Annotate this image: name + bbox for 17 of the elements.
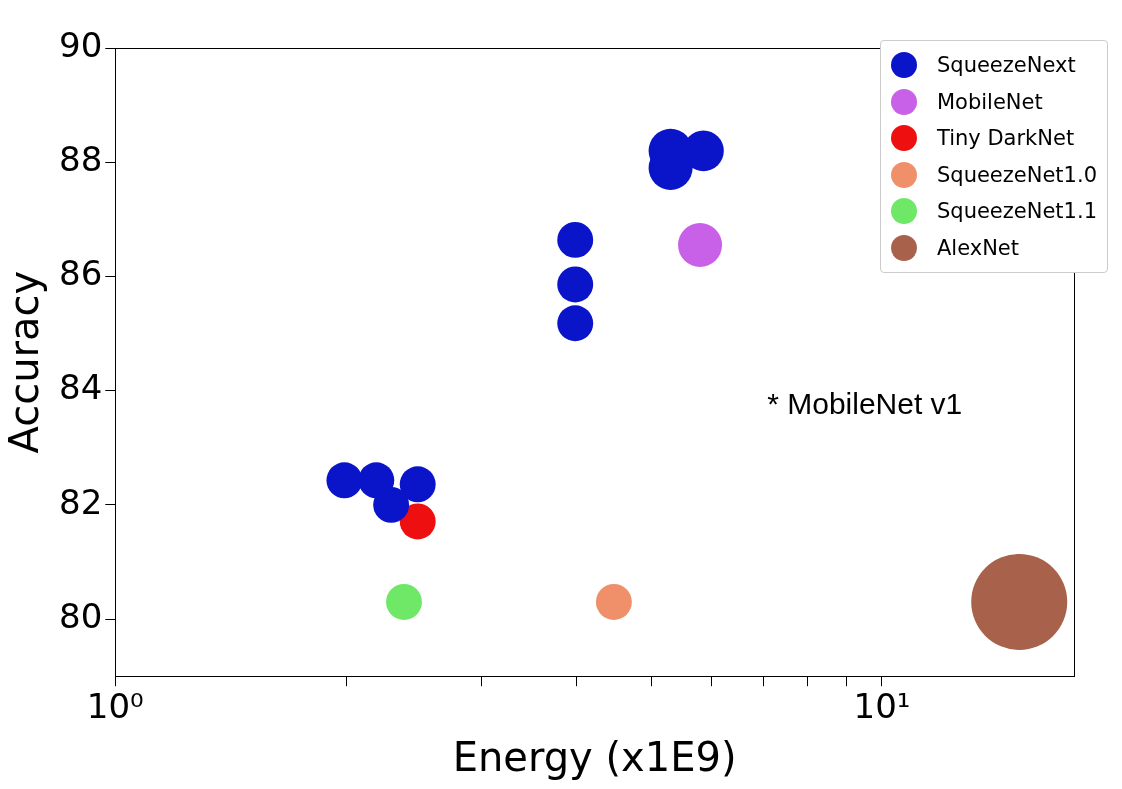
y-axis-title: Accuracy [1,270,48,454]
legend-label: SqueezeNext [936,53,1076,78]
y-tick-label: 80 [59,595,103,636]
legend-label: SqueezeNet1.0 [936,162,1097,187]
annotation: * MobileNet v1 [767,386,963,420]
legend-label: SqueezeNet1.1 [936,199,1097,224]
legend-label: AlexNet [936,235,1020,260]
y-tick-label: 90 [59,24,103,65]
y-tick-label: 84 [59,367,103,408]
y-tick-label: 82 [59,481,103,522]
x-axis-title: Energy (x1E9) [452,734,737,781]
x-tick-label: 10⁰ [86,686,144,727]
legend-label: MobileNet [936,89,1043,114]
y-tick-label: 86 [59,253,103,294]
y-tick-label: 88 [59,139,103,180]
x-tick-label: 10¹ [853,686,911,727]
legend-label: Tiny DarkNet [936,126,1075,151]
